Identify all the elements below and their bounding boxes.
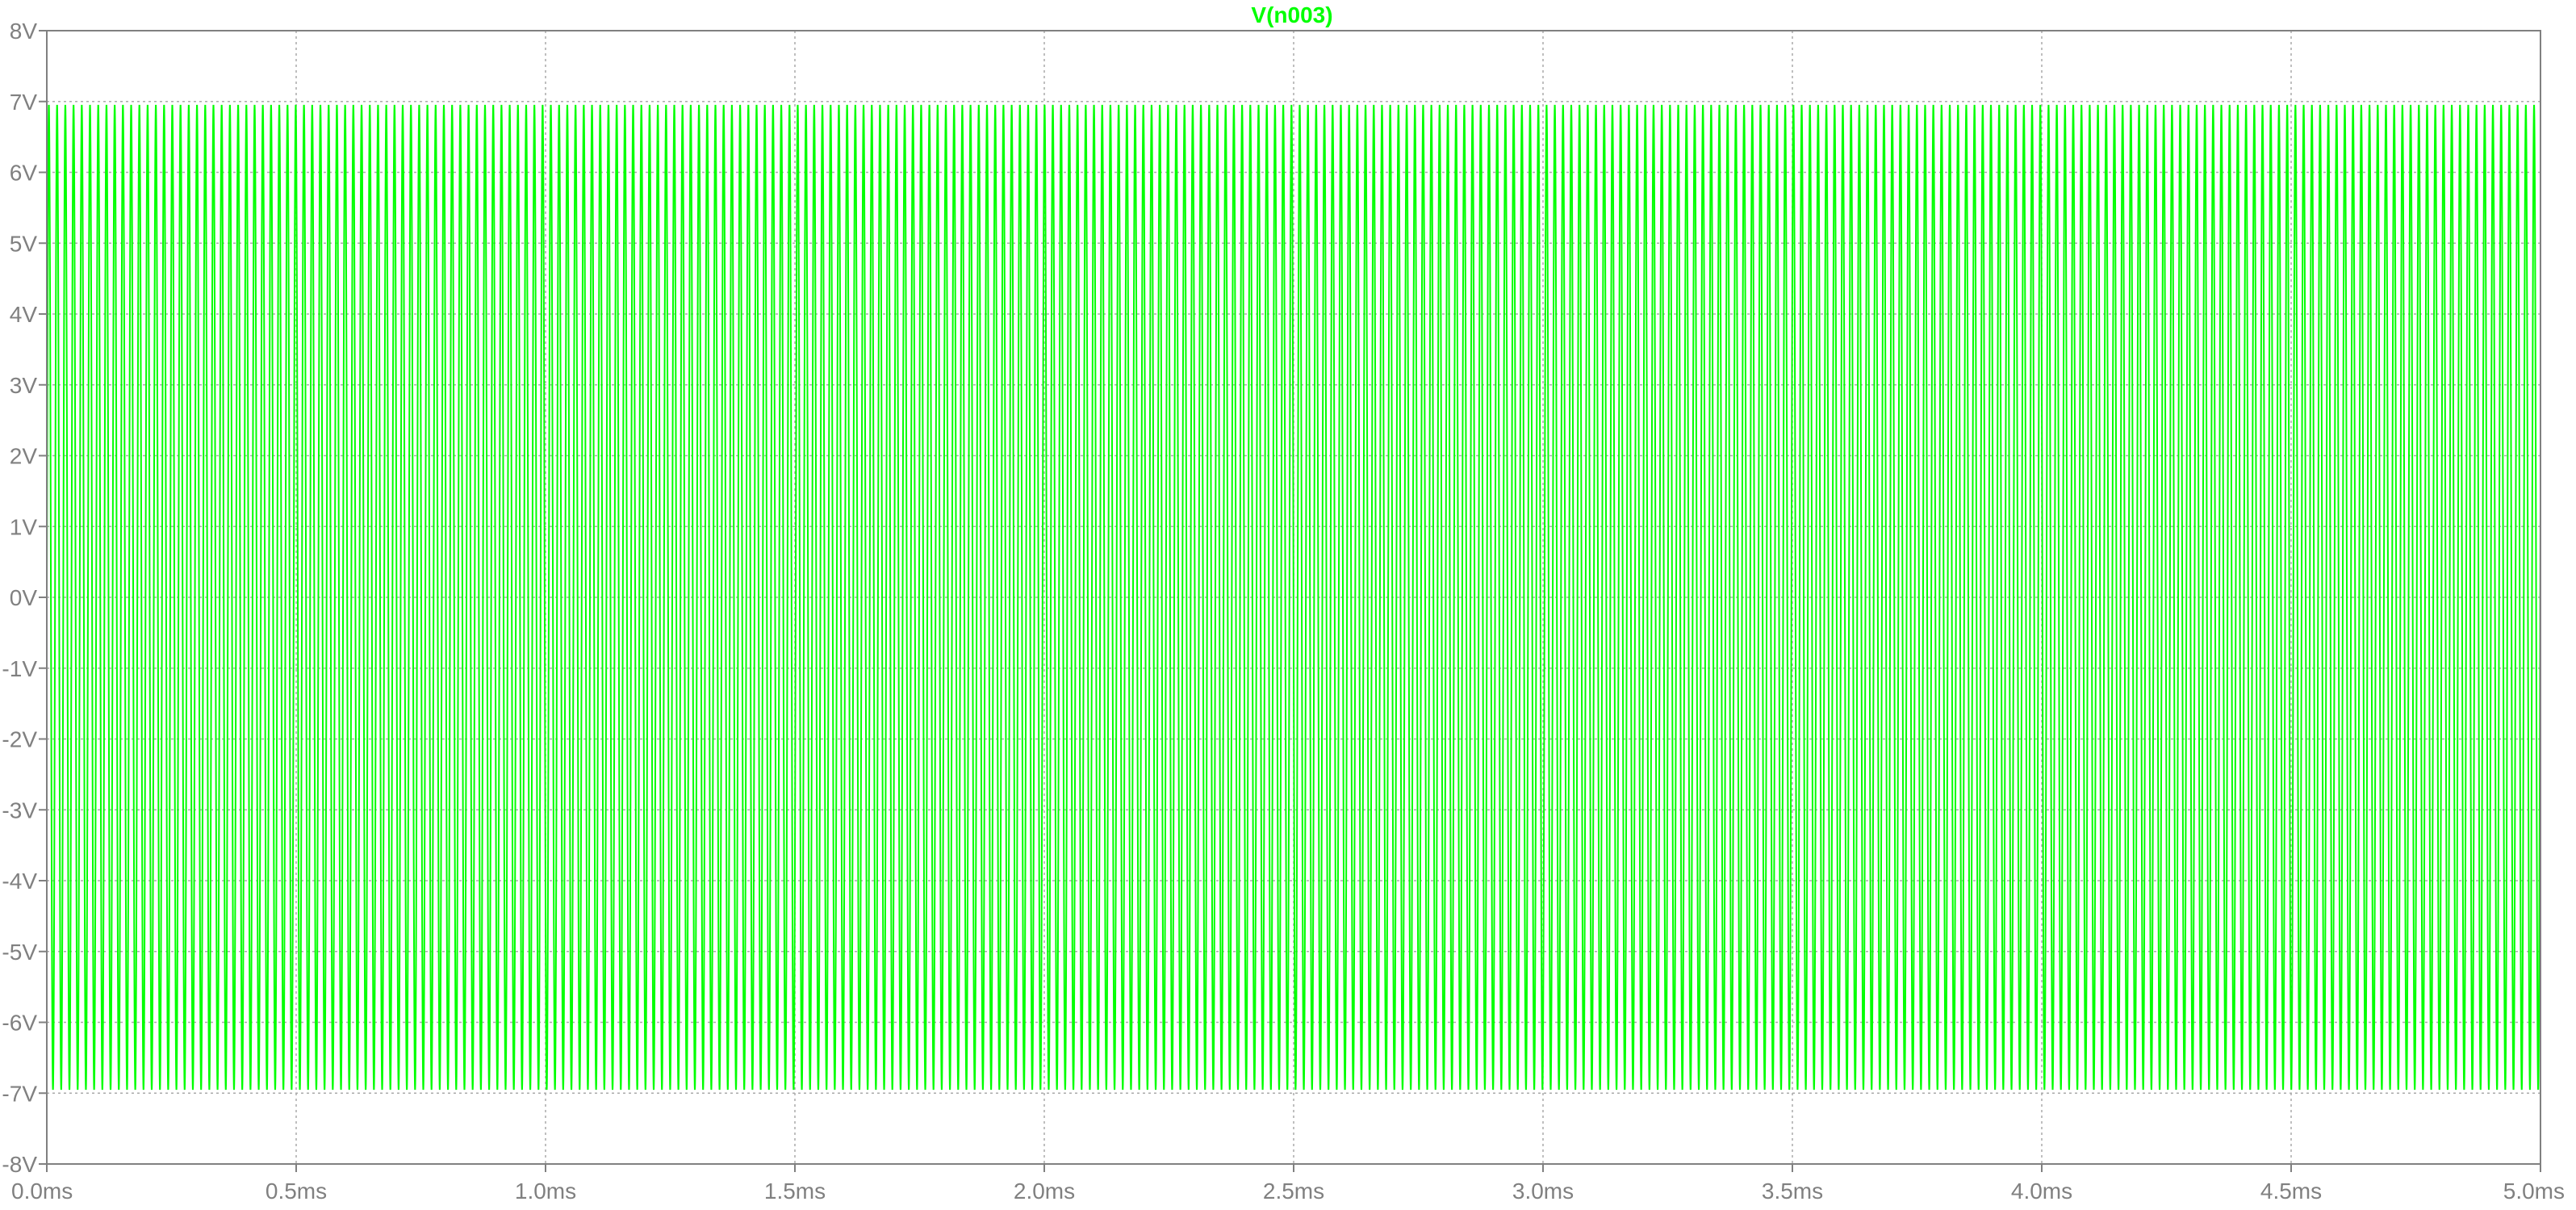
y-tick-label: -2V bbox=[2, 727, 37, 752]
y-tick-label: -6V bbox=[2, 1011, 37, 1036]
x-tick-label: 1.5ms bbox=[764, 1179, 826, 1204]
x-axis-tick-labels: 0.0ms 0.5ms 1.0ms 1.5ms 2.0ms 2.5ms 3.0ms 3.5ms… bbox=[11, 1164, 2565, 1204]
x-tick-label: 2.0ms bbox=[1014, 1179, 1075, 1204]
trace-title[interactable]: V(n003) bbox=[1251, 2, 1332, 27]
y-tick-label: 8V bbox=[10, 19, 38, 44]
y-tick-label: 2V bbox=[10, 444, 38, 469]
y-axis-tick-labels: 8V 7V 6V 5V 4V 3V 2V 1V 0V -1V -2V -3V -4V -5V -6V -7V -… bbox=[2, 19, 47, 1177]
y-tick-label: -1V bbox=[2, 656, 37, 681]
y-tick-label: -4V bbox=[2, 869, 37, 894]
x-tick-label: 2.5ms bbox=[1263, 1179, 1324, 1204]
y-tick-label: 3V bbox=[10, 373, 38, 398]
y-tick-label: -7V bbox=[2, 1081, 37, 1106]
y-tick-label: 5V bbox=[10, 231, 38, 256]
y-tick-label: 0V bbox=[10, 585, 38, 610]
y-tick-label: 4V bbox=[10, 302, 38, 327]
y-tick-label: 6V bbox=[10, 161, 38, 186]
y-tick-label: -5V bbox=[2, 940, 37, 965]
x-tick-label: 4.5ms bbox=[2260, 1179, 2322, 1204]
y-tick-label: -8V bbox=[2, 1152, 37, 1177]
x-tick-label: 0.0ms bbox=[11, 1179, 73, 1204]
y-tick-label: 7V bbox=[10, 90, 38, 115]
x-tick-label: 3.5ms bbox=[1762, 1179, 1823, 1204]
x-tick-label: 3.0ms bbox=[1512, 1179, 1574, 1204]
x-tick-label: 1.0ms bbox=[515, 1179, 576, 1204]
y-tick-label: -3V bbox=[2, 798, 37, 823]
trace-layer bbox=[46, 104, 2541, 1091]
x-tick-label: 0.5ms bbox=[266, 1179, 327, 1204]
x-tick-label: 5.0ms bbox=[2503, 1179, 2565, 1204]
x-tick-label: 4.0ms bbox=[2011, 1179, 2072, 1204]
trace-line[interactable] bbox=[46, 104, 2541, 1091]
y-tick-label: 1V bbox=[10, 514, 38, 539]
